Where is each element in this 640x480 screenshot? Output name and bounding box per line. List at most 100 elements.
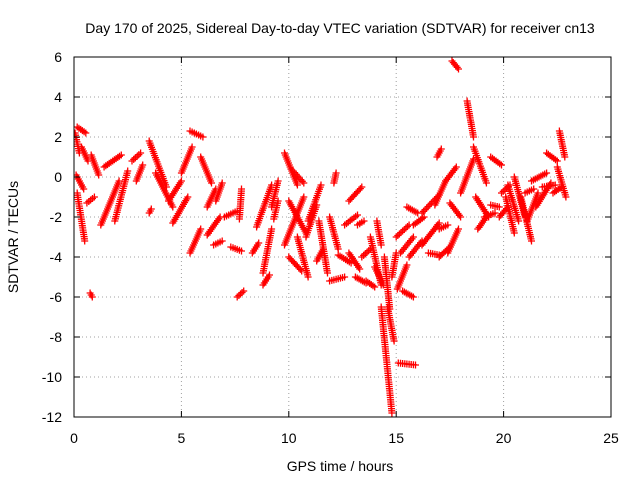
data-point-track	[480, 209, 499, 221]
data-point-track	[409, 213, 428, 229]
data-point-track	[326, 213, 342, 253]
data-point-track	[86, 289, 96, 301]
data-point-track	[330, 169, 340, 187]
data-point-track	[457, 155, 477, 197]
data-point-track	[74, 123, 90, 137]
data-point-track	[285, 253, 306, 275]
data-point-track	[373, 217, 385, 249]
data-point-track	[304, 181, 325, 225]
data-point-track	[334, 251, 355, 267]
x-tick-label: 5	[178, 430, 186, 446]
plot-frame	[73, 56, 612, 418]
y-tick-label: -12	[42, 409, 62, 425]
data-point-track	[553, 163, 570, 201]
x-tick-label: 10	[281, 430, 297, 446]
data-point-track	[433, 145, 445, 161]
y-tick-label: 0	[54, 169, 62, 185]
data-point-track	[444, 225, 462, 257]
x-tick-label: 25	[603, 430, 619, 446]
data-point-track	[253, 181, 276, 231]
data-point-track	[289, 167, 308, 187]
data-point-track	[418, 219, 443, 249]
data-point-track	[403, 203, 422, 217]
data-point-track	[502, 193, 518, 237]
data-point-track	[538, 181, 559, 191]
data-point-track	[145, 205, 155, 217]
data-point-track	[388, 249, 400, 281]
data-point-track	[259, 225, 276, 277]
y-tick-label: 4	[54, 89, 62, 105]
data-point-track	[270, 197, 282, 223]
data-point-track	[362, 277, 379, 291]
data-point-track	[169, 193, 192, 227]
data-point-track	[380, 253, 394, 313]
x-tick-label: 20	[496, 430, 512, 446]
data-point-track	[268, 177, 282, 211]
data-point-track	[487, 153, 505, 169]
data-point-track	[521, 185, 538, 197]
data-point-track	[523, 189, 542, 225]
data-point-track	[326, 273, 349, 285]
data-point-track	[203, 213, 224, 239]
data-point-track	[345, 249, 364, 273]
data-point-track	[248, 239, 263, 257]
data-point-track	[354, 217, 368, 229]
y-axis-label: SDTVAR / TECUs	[5, 181, 21, 293]
y-tick-label: -8	[50, 329, 63, 345]
data-point-track	[210, 237, 226, 249]
data-point-track	[448, 57, 462, 73]
data-point-track	[186, 127, 207, 141]
data-point-track	[145, 137, 170, 191]
data-point-track	[358, 245, 374, 261]
data-point-track	[227, 243, 245, 255]
x-tick-label: 0	[70, 430, 78, 446]
data-point-track	[186, 225, 205, 257]
y-tick-label: -2	[50, 209, 63, 225]
y-tick-label: -4	[50, 249, 63, 265]
data-point-track	[233, 287, 248, 301]
data-point-track	[371, 263, 387, 289]
data-point-track	[528, 169, 551, 185]
data-points	[74, 57, 570, 417]
data-point-track	[177, 143, 196, 177]
data-point-track	[87, 151, 103, 179]
data-point-track	[83, 193, 98, 207]
data-point-track	[259, 271, 273, 289]
data-point-track	[203, 185, 220, 211]
data-point-track	[165, 177, 185, 205]
data-point-track	[446, 199, 465, 221]
data-point-track	[293, 233, 312, 281]
data-point-track	[313, 245, 327, 265]
data-point-track	[74, 189, 89, 245]
data-point-track	[128, 149, 145, 165]
data-point-track	[435, 221, 452, 233]
data-point-track	[345, 183, 366, 205]
data-point-track	[341, 211, 361, 229]
data-point-track	[212, 179, 226, 205]
data-point-track	[543, 149, 561, 165]
data-point-track	[431, 177, 450, 209]
data-point-track	[393, 261, 411, 293]
data-point-track	[397, 233, 417, 257]
data-point-track	[97, 177, 123, 229]
data-point-track	[100, 151, 125, 171]
data-point-track	[197, 153, 215, 187]
x-tick-label: 15	[388, 430, 404, 446]
x-axis-label: GPS time / hours	[287, 458, 394, 474]
data-point-track	[78, 143, 92, 165]
data-point-track	[235, 185, 245, 223]
data-point-track	[384, 303, 398, 345]
axis-ticks: 0 5 10 15 20 25 -12 -10 -8 -6 -4 -2 0 2 4 6	[42, 49, 619, 446]
data-point-track	[377, 303, 396, 417]
data-point-track	[487, 201, 503, 211]
y-tick-label: 6	[54, 49, 62, 65]
data-point-track	[392, 221, 413, 241]
data-point-track	[132, 161, 147, 185]
chart-title: Day 170 of 2025, Sidereal Day-to-day VTE…	[85, 20, 595, 36]
y-tick-label: -6	[50, 289, 63, 305]
data-point-track	[394, 359, 419, 369]
data-point-track	[463, 97, 477, 141]
y-tick-label: 2	[54, 129, 62, 145]
y-tick-label: -10	[42, 369, 62, 385]
